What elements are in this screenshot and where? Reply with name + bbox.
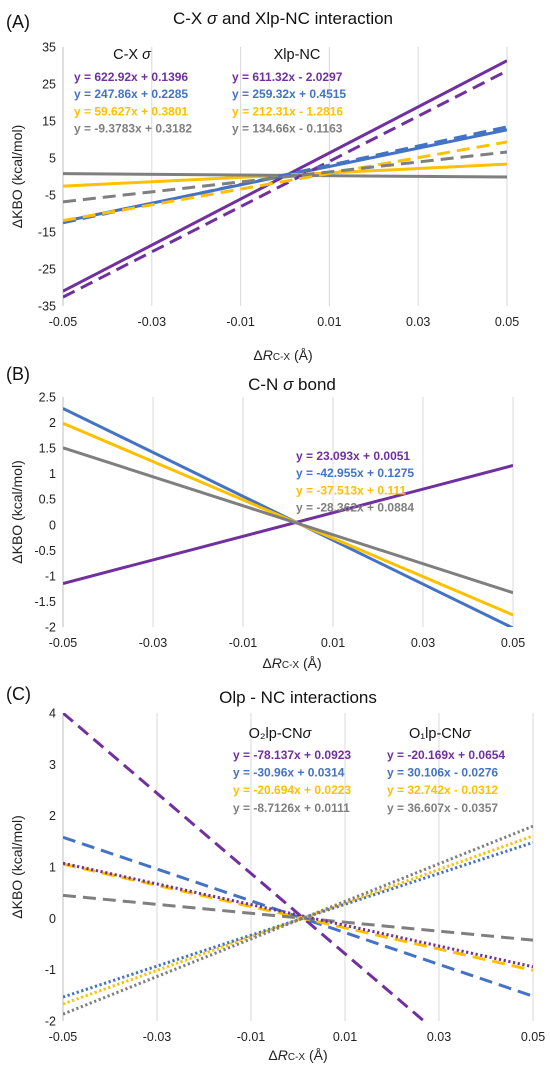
x-tick-label: -0.05 bbox=[49, 1030, 78, 1044]
y-tick-label: -2 bbox=[45, 1015, 56, 1029]
x-tick-label: 0.05 bbox=[495, 315, 519, 329]
x-axis-label: ΔRC-X (Å) bbox=[268, 1047, 327, 1063]
equation-label: y = -28.362x + 0.0884 bbox=[296, 501, 414, 515]
equation-label: y = -20.694x + 0.0223 bbox=[233, 783, 351, 797]
x-tick-label: 0.01 bbox=[317, 315, 341, 329]
equation-label: y = -37.513x + 0.111 bbox=[296, 483, 406, 497]
equation-label: y = -42.955x + 0.1275 bbox=[296, 466, 414, 480]
y-tick-label: 2 bbox=[49, 416, 56, 430]
equation-label: y = 611.32x - 2.0297 bbox=[232, 70, 343, 84]
series-line-purple-solid bbox=[63, 464, 513, 585]
y-tick-label: 4 bbox=[49, 707, 56, 721]
panel-label: (A) bbox=[6, 12, 30, 32]
y-tick-label: -2 bbox=[45, 621, 56, 635]
chart-panel: -0.05 -0.03 -0.01 0.01 0.03 0.05 35 25 15 5 -5 -15 -… bbox=[6, 9, 519, 363]
series-line-purple-dotted bbox=[63, 861, 533, 969]
group-header: O₂lp-CNσ bbox=[249, 726, 313, 742]
y-tick-label: 0.5 bbox=[39, 493, 56, 507]
equation-label: y = 247.86x + 0.2285 bbox=[74, 87, 188, 101]
y-tick-label: -35 bbox=[38, 300, 56, 314]
chart-panel: -0.05 -0.03 -0.01 0.01 0.03 0.05 2.5 2 1.5 1 0.5 0 -… bbox=[6, 364, 525, 671]
chart-title: C-N σ bond bbox=[248, 375, 336, 394]
y-tick-label: 35 bbox=[42, 41, 56, 55]
x-tick-label: -0.03 bbox=[143, 1030, 172, 1044]
y-tick-label: 5 bbox=[49, 152, 56, 166]
x-tick-label: -0.03 bbox=[138, 315, 167, 329]
x-tick-label: 0.05 bbox=[521, 1030, 545, 1044]
y-tick-label: -5 bbox=[45, 189, 56, 203]
x-tick-label: 0.01 bbox=[333, 1030, 357, 1044]
equation-label: y = 32.742x - 0.0312 bbox=[387, 783, 498, 797]
x-tick-label: 0.05 bbox=[501, 636, 525, 650]
y-tick-label: 25 bbox=[42, 78, 56, 92]
series-line-gray-dotted bbox=[63, 824, 533, 1016]
series-line-yellow-dotted bbox=[63, 834, 533, 1006]
group-header: Xlp-NC bbox=[274, 47, 321, 63]
y-tick-label: 1 bbox=[49, 861, 56, 875]
x-tick-label: 0.01 bbox=[321, 636, 345, 650]
x-tick-label: -0.05 bbox=[49, 636, 78, 650]
equation-label: y = 59.627x + 0.3801 bbox=[74, 104, 188, 118]
chart-title: C-X σ and Xlp-NC interaction bbox=[173, 9, 393, 28]
series-line-purple-dashed bbox=[63, 69, 507, 299]
x-tick-label: -0.05 bbox=[49, 315, 78, 329]
panel-label: (C) bbox=[6, 684, 31, 704]
y-tick-label: -0.5 bbox=[34, 544, 56, 558]
y-tick-label: 15 bbox=[42, 115, 56, 129]
x-tick-label: -0.03 bbox=[139, 636, 168, 650]
y-tick-label: -1.5 bbox=[34, 595, 56, 609]
equation-label: y = -30.96x + 0.0314 bbox=[233, 766, 345, 780]
y-tick-label: 1.5 bbox=[39, 442, 56, 456]
equation-label: y = 212.31x - 1.2816 bbox=[232, 104, 343, 118]
equation-label: y = 622.92x + 0.1396 bbox=[74, 70, 188, 84]
equation-label: y = -8.7126x + 0.0111 bbox=[233, 801, 350, 815]
series-line-yellow-dashed bbox=[63, 140, 507, 222]
equation-label: y = 259.32x + 0.4515 bbox=[232, 87, 346, 101]
series-line-blue-dotted bbox=[63, 841, 533, 999]
series-line-blue-dashed bbox=[63, 125, 507, 225]
equation-label: y = 134.66x - 0.1163 bbox=[232, 122, 343, 136]
y-tick-label: -25 bbox=[38, 263, 56, 277]
y-tick-label: -15 bbox=[38, 226, 56, 240]
equation-label: y = -9.3783x + 0.3182 bbox=[74, 122, 192, 136]
panel-label: (B) bbox=[6, 364, 30, 384]
y-tick-label: 3 bbox=[49, 758, 56, 772]
y-tick-label: 0 bbox=[49, 518, 56, 532]
group-header: C-X σ bbox=[113, 47, 152, 63]
y-axis-label: ΔKBO (kcal/mol) bbox=[9, 125, 25, 228]
chart-panel: -0.05 -0.03 -0.01 0.01 0.03 0.05 4 3 2 1 0 -1 -2 (C) O… bbox=[6, 684, 545, 1063]
series-line-gray-dashed bbox=[63, 150, 507, 204]
y-axis-label: ΔKBO (kcal/mol) bbox=[9, 460, 25, 563]
x-tick-label: -0.01 bbox=[226, 315, 255, 329]
y-tick-label: -1 bbox=[45, 963, 56, 977]
series-line-yellow-dashed bbox=[63, 862, 533, 972]
series-line-gray-solid bbox=[63, 446, 513, 595]
equation-label: y = -78.137x + 0.0923 bbox=[233, 748, 351, 762]
equation-label: y = 23.093x + 0.0051 bbox=[296, 449, 410, 463]
equation-label: y = -20.169x + 0.0654 bbox=[387, 748, 505, 762]
y-axis-label: ΔKBO (kcal/mol) bbox=[9, 815, 25, 918]
x-axis-label: ΔRC-X (Å) bbox=[253, 347, 312, 363]
x-tick-label: 0.03 bbox=[427, 1030, 451, 1044]
y-tick-label: 1 bbox=[49, 467, 56, 481]
y-tick-label: -1 bbox=[45, 569, 56, 583]
y-tick-label: 2.5 bbox=[39, 391, 56, 405]
y-tick-label: 0 bbox=[49, 912, 56, 926]
x-tick-label: 0.03 bbox=[411, 636, 435, 650]
chart-title: Olp - NC interactions bbox=[219, 688, 377, 707]
equation-label: y = 36.607x - 0.0357 bbox=[387, 801, 498, 815]
x-tick-label: 0.03 bbox=[406, 315, 430, 329]
x-axis-label: ΔRC-X (Å) bbox=[262, 655, 321, 671]
group-header: O₁lp-CNσ bbox=[409, 726, 472, 742]
y-tick-label: 2 bbox=[49, 809, 56, 823]
x-tick-label: -0.01 bbox=[237, 1030, 266, 1044]
x-tick-label: -0.01 bbox=[229, 636, 258, 650]
equation-label: y = 30.106x - 0.0276 bbox=[387, 766, 498, 780]
